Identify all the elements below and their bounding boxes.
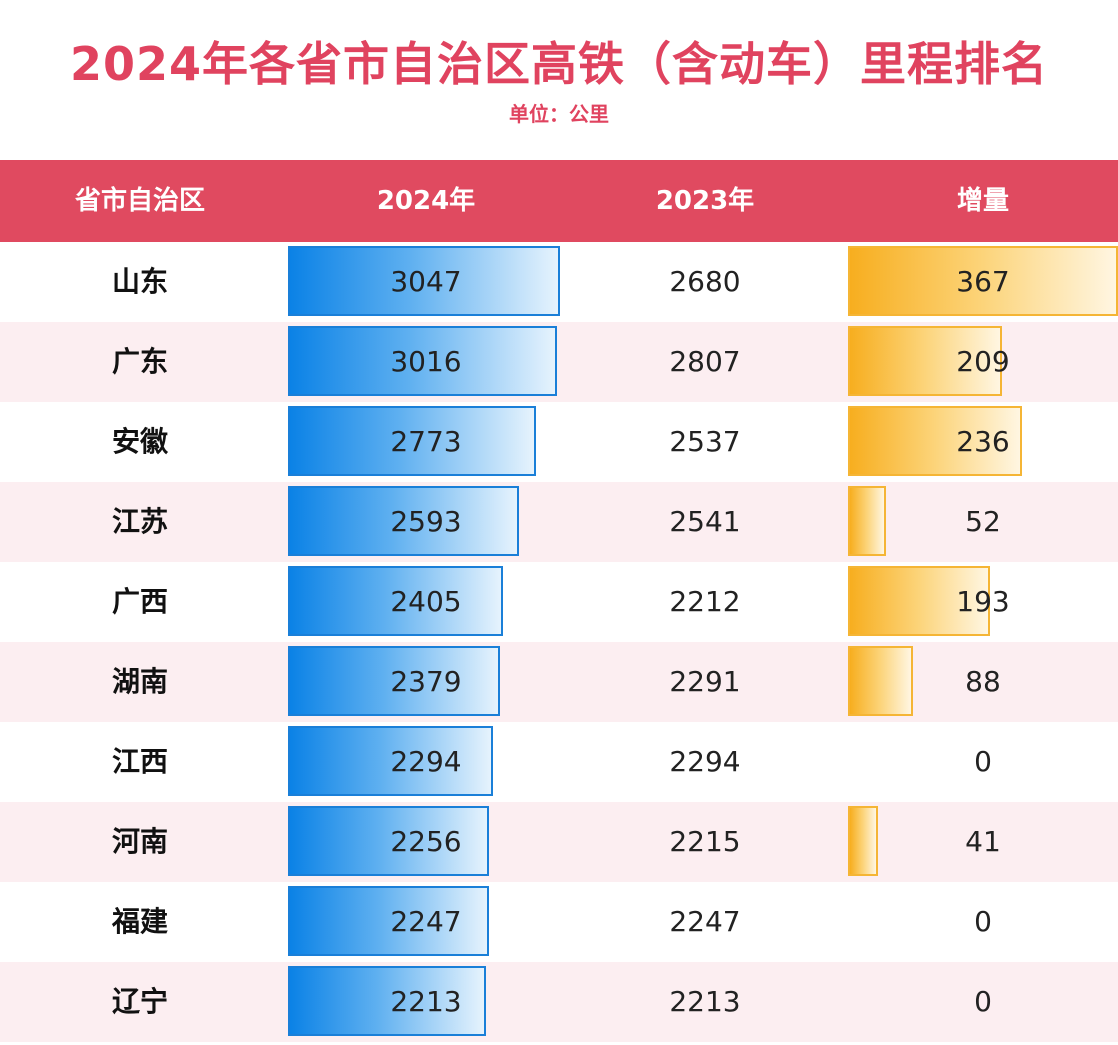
bar-increase bbox=[848, 566, 990, 636]
bar-2024 bbox=[288, 566, 503, 636]
bar-2024 bbox=[288, 966, 486, 1036]
province-label: 广东 bbox=[111, 345, 168, 378]
table-row: 山东 3047 2680 367 bbox=[0, 242, 1118, 322]
value-2023: 2212 bbox=[669, 585, 741, 618]
value-2024: 2213 bbox=[390, 985, 462, 1018]
value-2023: 2291 bbox=[669, 665, 741, 698]
value-2024: 2247 bbox=[390, 905, 462, 938]
bar-2024 bbox=[288, 726, 493, 796]
bar-increase bbox=[848, 486, 886, 556]
bar-2024 bbox=[288, 806, 489, 876]
value-2023: 2541 bbox=[669, 505, 741, 538]
bar-2024 bbox=[288, 646, 500, 716]
value-2024: 2256 bbox=[390, 825, 462, 858]
value-increase: 209 bbox=[956, 345, 1010, 378]
bar-2024 bbox=[288, 326, 557, 396]
province-label: 江苏 bbox=[111, 505, 168, 538]
value-increase: 88 bbox=[965, 665, 1001, 698]
bar-increase bbox=[848, 646, 913, 716]
chart-title: 2024年各省市自治区高铁（含动车）里程排名 bbox=[69, 37, 1049, 91]
bar-increase bbox=[848, 806, 878, 876]
value-2023: 2680 bbox=[669, 265, 741, 298]
bar-increase bbox=[848, 406, 1022, 476]
value-2023: 2294 bbox=[669, 745, 741, 778]
value-increase: 193 bbox=[956, 585, 1010, 618]
header-2024: 2024年 bbox=[376, 186, 476, 216]
table-row: 江西 2294 2294 0 bbox=[0, 722, 1118, 802]
value-2024: 3016 bbox=[390, 345, 462, 378]
province-label: 广西 bbox=[111, 585, 168, 618]
value-2023: 2807 bbox=[669, 345, 741, 378]
province-label: 辽宁 bbox=[111, 985, 168, 1018]
value-2023: 2213 bbox=[669, 985, 741, 1018]
table-row: 广东 3016 2807 209 bbox=[0, 322, 1118, 402]
province-label: 湖南 bbox=[111, 665, 168, 698]
bar-2024 bbox=[288, 246, 560, 316]
bar-increase bbox=[848, 246, 1118, 316]
value-2023: 2247 bbox=[669, 905, 741, 938]
province-label: 福建 bbox=[111, 905, 168, 938]
value-increase: 367 bbox=[956, 265, 1010, 298]
value-2024: 3047 bbox=[390, 265, 462, 298]
table-row: 福建 2247 2247 0 bbox=[0, 882, 1118, 962]
bar-increase bbox=[848, 326, 1002, 396]
value-2024: 2294 bbox=[390, 745, 462, 778]
table-header: 省市自治区 2024年 2023年 增量 bbox=[0, 160, 1118, 242]
table-row: 辽宁 2213 2213 0 bbox=[0, 962, 1118, 1042]
table-row: 河南 2256 2215 41 bbox=[0, 802, 1118, 882]
value-increase: 0 bbox=[974, 905, 992, 938]
header-province: 省市自治区 bbox=[74, 186, 205, 216]
value-2024: 2379 bbox=[390, 665, 462, 698]
value-increase: 0 bbox=[974, 985, 992, 1018]
province-label: 山东 bbox=[111, 265, 168, 298]
table-row: 安徽 2773 2537 236 bbox=[0, 402, 1118, 482]
table-row: 湖南 2379 2291 88 bbox=[0, 642, 1118, 722]
header-2023: 2023年 bbox=[655, 186, 755, 216]
province-label: 河南 bbox=[111, 825, 168, 858]
chart-subtitle: 单位：公里 bbox=[509, 102, 609, 126]
value-2023: 2537 bbox=[669, 425, 741, 458]
bar-2024 bbox=[288, 486, 519, 556]
table-row: 江苏 2593 2541 52 bbox=[0, 482, 1118, 562]
header-increase: 增量 bbox=[956, 186, 1009, 216]
province-label: 安徽 bbox=[111, 425, 168, 458]
value-2024: 2405 bbox=[390, 585, 462, 618]
value-increase: 52 bbox=[965, 505, 1001, 538]
bar-2024 bbox=[288, 406, 536, 476]
value-increase: 41 bbox=[965, 825, 1001, 858]
table-row: 广西 2405 2212 193 bbox=[0, 562, 1118, 642]
province-label: 江西 bbox=[111, 745, 168, 778]
value-2024: 2773 bbox=[390, 425, 462, 458]
bar-2024 bbox=[288, 886, 489, 956]
value-increase: 236 bbox=[956, 425, 1010, 458]
value-2024: 2593 bbox=[390, 505, 462, 538]
value-2023: 2215 bbox=[669, 825, 741, 858]
value-increase: 0 bbox=[974, 745, 992, 778]
